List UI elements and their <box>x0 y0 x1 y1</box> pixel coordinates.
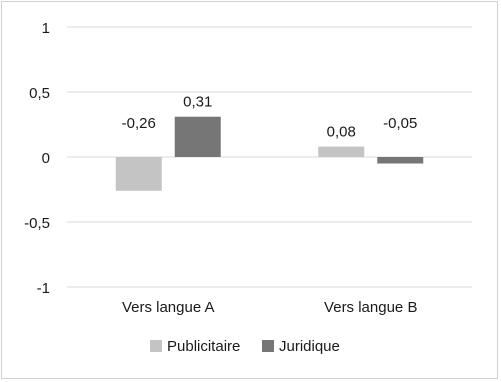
legend: Publicitaire Juridique <box>150 338 340 355</box>
bar-juridique <box>377 157 424 164</box>
data-labels: -0,26 0,31 0,08 -0,05 <box>122 94 418 141</box>
y-tick-label: 0 <box>42 150 50 167</box>
y-tick-label: 1 <box>42 20 50 37</box>
legend-label-publicitaire: Publicitaire <box>167 338 240 355</box>
legend-label-juridique: Juridique <box>279 338 340 355</box>
legend-swatch-juridique <box>262 340 274 352</box>
data-label: 0,08 <box>327 124 356 141</box>
bar-juridique <box>174 116 221 157</box>
data-label: 0,31 <box>183 94 212 111</box>
bar-publicitaire <box>115 157 162 191</box>
x-category-label: Vers langue A <box>122 299 215 316</box>
y-tick-label: -0,5 <box>24 215 50 232</box>
y-tick-label: 0,5 <box>29 85 50 102</box>
data-label: -0,26 <box>122 115 156 132</box>
bars <box>115 116 424 191</box>
x-category-label: Vers langue B <box>324 299 417 316</box>
legend-swatch-publicitaire <box>150 340 162 352</box>
y-axis: 1 0,5 0 -0,5 -1 <box>24 20 50 297</box>
data-label: -0,05 <box>383 115 417 132</box>
bar-publicitaire <box>318 146 365 157</box>
x-axis: Vers langue A Vers langue B <box>122 299 417 316</box>
y-tick-label: -1 <box>37 280 50 297</box>
